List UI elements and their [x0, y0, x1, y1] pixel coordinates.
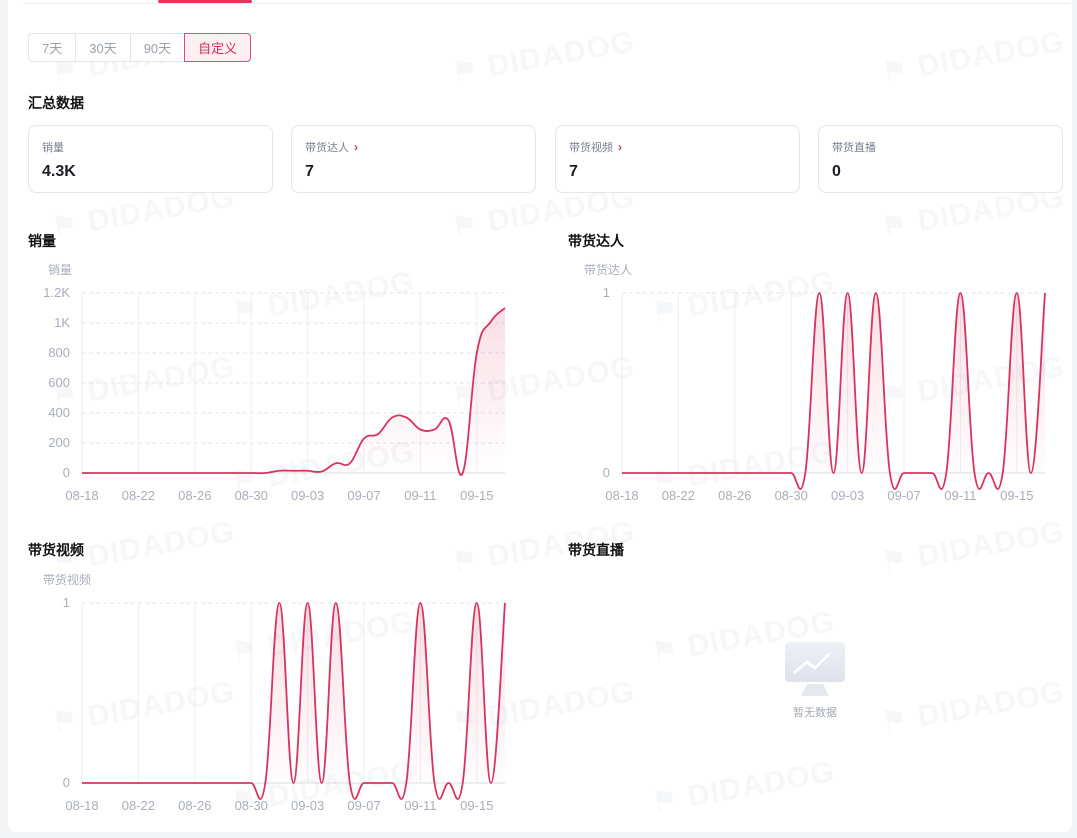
sales-chart[interactable]: 销量 0 200 400 600 800 1K 1.2K 08-18 08-22 08-26 08-3…: [0, 255, 540, 515]
active-tab-indicator: [158, 0, 252, 3]
range-7d-button[interactable]: 7天: [28, 33, 77, 62]
y-axis-unit-label: 销量: [48, 263, 72, 277]
range-90d-button[interactable]: 90天: [129, 33, 186, 62]
x-tick-label: 08-22: [122, 798, 155, 813]
summary-card-sales: 销量 4.3K: [28, 125, 273, 193]
y-tick-label: 200: [48, 435, 70, 450]
empty-state-text: 暂无数据: [793, 707, 837, 719]
x-tick-label: 09-15: [460, 798, 493, 813]
series-area: [622, 293, 1045, 489]
x-tick-label: 09-03: [291, 798, 324, 813]
x-tick-label: 08-30: [235, 488, 268, 503]
summary-card-videos[interactable]: 带货视频 › 7: [555, 125, 800, 193]
y-tick-label: 600: [48, 375, 70, 390]
chevron-right-icon[interactable]: ›: [354, 140, 358, 154]
card-label: 带货视频: [569, 142, 613, 154]
card-label: 销量: [42, 142, 64, 154]
x-tick-label: 08-30: [775, 488, 808, 503]
x-tick-label: 08-26: [178, 798, 211, 813]
chart-title-sales: 销量: [28, 233, 56, 249]
y-tick-label: 400: [48, 405, 70, 420]
summary-card-lives: 带货直播 0: [818, 125, 1063, 193]
x-tick-label: 08-26: [178, 488, 211, 503]
top-divider: [22, 0, 1072, 4]
x-tick-label: 09-07: [347, 798, 380, 813]
videos-chart[interactable]: 带货视频 0 1 08-18 08-22 08-26 08-30 09-03 09-07 09-1…: [0, 565, 540, 825]
date-range-selector: 7天 30天 90天 自定义: [28, 33, 252, 62]
x-tick-label: 09-11: [404, 798, 436, 813]
card-label: 带货直播: [832, 142, 876, 154]
x-tick-label: 09-15: [1000, 488, 1033, 503]
x-tick-label: 08-18: [605, 488, 638, 503]
card-label: 带货达人: [305, 142, 349, 154]
empty-monitor-icon: [785, 642, 845, 696]
chart-title-lives: 带货直播: [568, 542, 624, 558]
chart-title-creators: 带货达人: [568, 233, 624, 249]
x-tick-label: 08-22: [122, 488, 155, 503]
series-line: [82, 602, 506, 800]
y-tick-label: 800: [48, 345, 70, 360]
series-line: [622, 292, 1046, 490]
y-tick-label: 1.2K: [43, 285, 70, 300]
chevron-right-icon[interactable]: ›: [618, 140, 622, 154]
series-line: [82, 307, 506, 476]
range-custom-button[interactable]: 自定义: [184, 33, 252, 62]
y-tick-label: 1K: [54, 315, 70, 330]
x-tick-label: 08-30: [235, 798, 268, 813]
x-tick-label: 08-18: [65, 488, 98, 503]
summary-title: 汇总数据: [28, 95, 84, 111]
y-axis-unit-label: 带货视频: [43, 572, 91, 587]
series-area: [82, 308, 505, 476]
y-axis-unit-label: 带货达人: [584, 262, 632, 277]
card-value: 4.3K: [42, 163, 76, 180]
card-value: 0: [832, 163, 841, 180]
creators-chart[interactable]: 带货达人 0 1 08-18 08-22 08-26 08-30 09-03 09-07 09-1…: [540, 255, 1077, 515]
summary-card-creators[interactable]: 带货达人 › 7: [291, 125, 536, 193]
x-tick-label: 08-18: [65, 798, 98, 813]
x-tick-label: 08-22: [662, 488, 695, 503]
x-tick-label: 09-07: [887, 488, 920, 503]
y-tick-label: 0: [63, 775, 70, 790]
x-tick-label: 09-15: [460, 488, 493, 503]
x-tick-label: 09-03: [831, 488, 864, 503]
x-tick-label: 09-03: [291, 488, 324, 503]
x-tick-label: 08-26: [718, 488, 751, 503]
card-value: 7: [305, 163, 314, 180]
y-tick-label: 1: [603, 285, 610, 300]
card-value: 7: [569, 163, 578, 180]
empty-state: 暂无数据: [760, 640, 870, 720]
y-tick-label: 0: [603, 465, 610, 480]
x-tick-label: 09-11: [944, 488, 976, 503]
x-tick-label: 09-11: [404, 488, 436, 503]
range-30d-button[interactable]: 30天: [75, 33, 131, 62]
y-tick-label: 0: [63, 465, 70, 480]
y-tick-label: 1: [63, 595, 70, 610]
x-tick-label: 09-07: [347, 488, 380, 503]
chart-title-videos: 带货视频: [28, 542, 84, 558]
series-area: [82, 603, 505, 799]
